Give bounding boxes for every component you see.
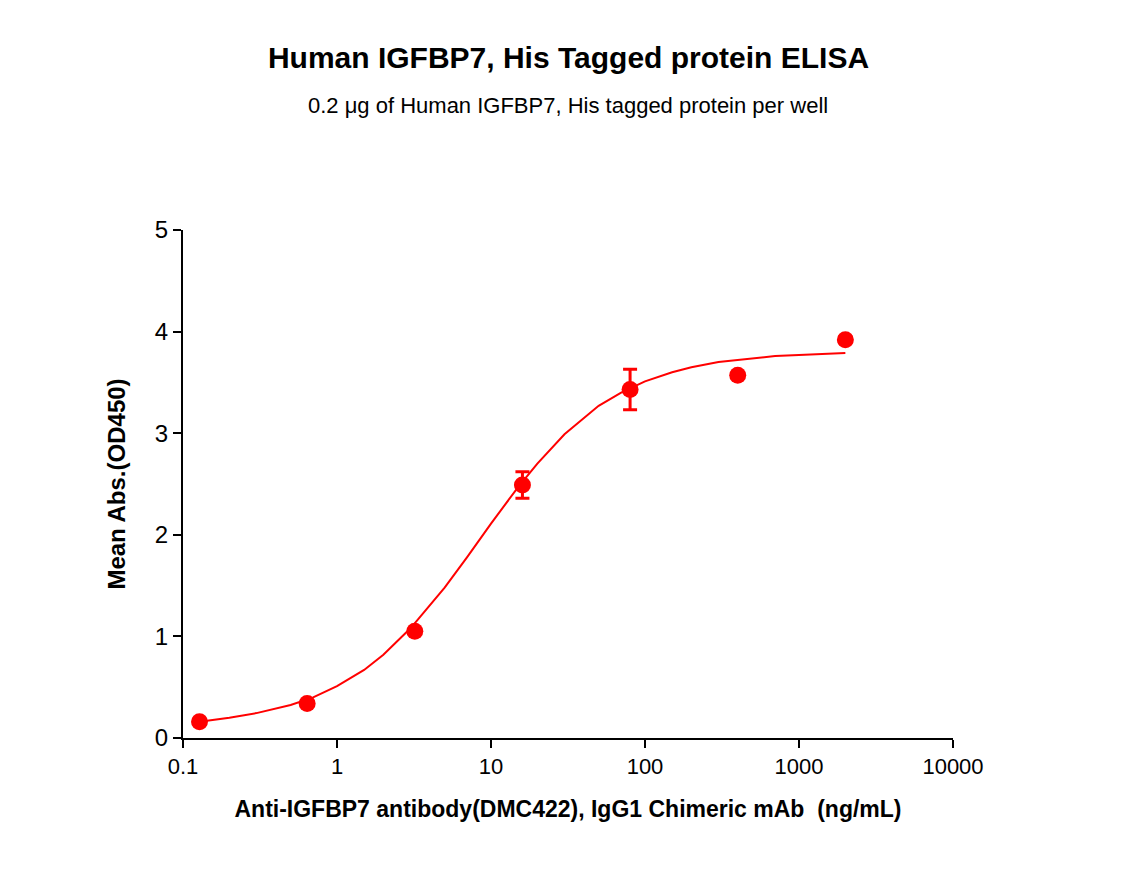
svg-text:3: 3 (155, 420, 168, 447)
svg-text:1: 1 (155, 623, 168, 650)
svg-text:Human IGFBP7, His Tagged prote: Human IGFBP7, His Tagged protein ELISA (268, 41, 869, 74)
svg-text:5: 5 (155, 216, 168, 243)
svg-text:0: 0 (155, 724, 168, 751)
svg-text:10000: 10000 (922, 754, 983, 779)
svg-text:0.2 μg of Human IGFBP7, His ta: 0.2 μg of Human IGFBP7, His tagged prote… (308, 93, 828, 118)
svg-text:0.1: 0.1 (168, 754, 199, 779)
svg-text:Anti-IGFBP7 antibody(DMC422),: Anti-IGFBP7 antibody(DMC422), IgG1 Chime… (234, 796, 901, 822)
svg-text:Mean Abs.(OD450): Mean Abs.(OD450) (103, 378, 130, 589)
svg-text:1: 1 (331, 754, 343, 779)
svg-text:10: 10 (479, 754, 503, 779)
svg-text:100: 100 (627, 754, 664, 779)
svg-text:2: 2 (155, 521, 168, 548)
svg-text:1000: 1000 (775, 754, 824, 779)
svg-text:4: 4 (155, 318, 168, 345)
